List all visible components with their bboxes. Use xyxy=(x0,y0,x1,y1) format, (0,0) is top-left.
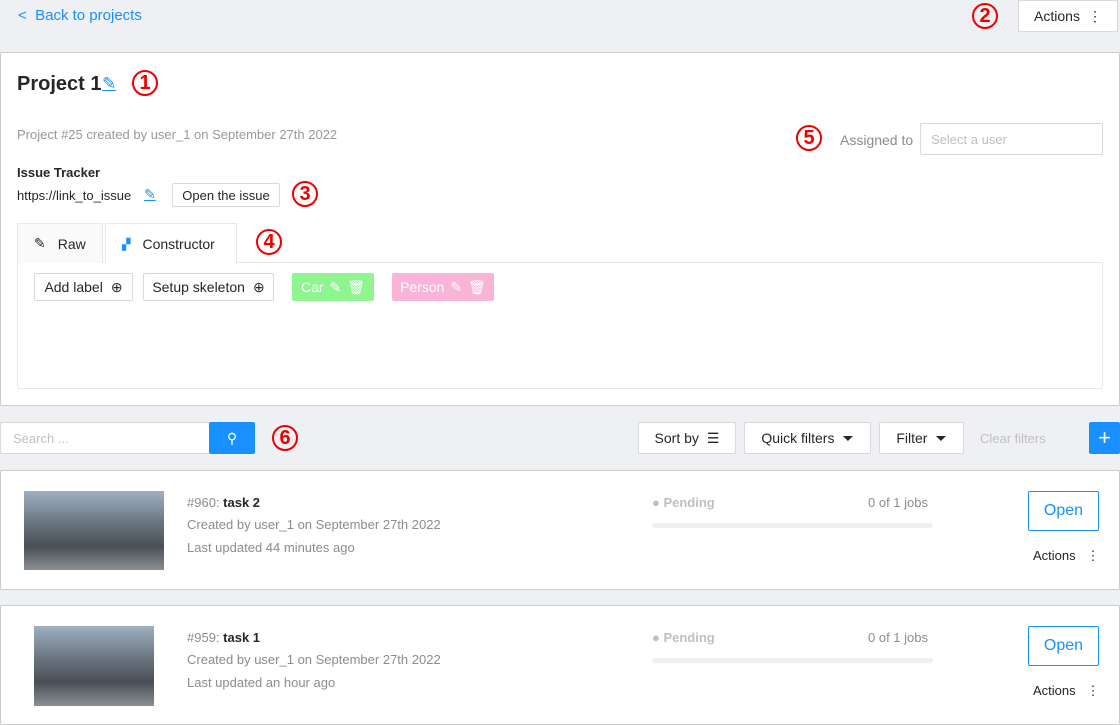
assigned-to-label: Assigned to xyxy=(840,132,914,148)
search-icon: ⚲ xyxy=(226,429,238,446)
task-title[interactable]: #960: task 2 xyxy=(187,495,261,510)
task-updated: Last updated 44 minutes ago xyxy=(187,540,355,555)
annotation-marker: 5 xyxy=(796,125,822,151)
edit-icon[interactable]: ✎ xyxy=(329,278,342,295)
trash-icon[interactable]: 🗑 xyxy=(468,278,486,295)
blocks-icon: ▞ xyxy=(122,238,131,251)
label-person[interactable]: Person ✎ 🗑 xyxy=(392,273,494,301)
annotation-marker: 1 xyxy=(132,70,158,96)
annotation-marker: 2 xyxy=(972,3,998,29)
sort-by-button[interactable]: Sort by ☰ xyxy=(638,422,736,454)
tab-raw[interactable]: ✎ Raw xyxy=(17,223,103,263)
tab-constructor[interactable]: ▞ Constructor xyxy=(105,223,237,264)
task-created: Created by user_1 on September 27th 2022 xyxy=(187,517,441,532)
annotation-marker: 4 xyxy=(256,229,282,255)
search-button[interactable]: ⚲ xyxy=(209,422,255,454)
open-task-button[interactable]: Open xyxy=(1028,491,1099,531)
task-thumbnail[interactable] xyxy=(24,491,164,570)
clear-filters-button[interactable]: Clear filters xyxy=(980,431,1046,446)
label-car[interactable]: Car ✎ 🗑 xyxy=(292,273,374,301)
task-created: Created by user_1 on September 27th 2022 xyxy=(187,652,441,667)
task-status: ● Pending xyxy=(652,630,715,645)
edit-issue-icon[interactable]: ✎ xyxy=(144,186,156,202)
task-actions-button[interactable]: Actions ⋮ xyxy=(1033,683,1100,698)
back-to-projects-link[interactable]: < Back to projects xyxy=(18,7,142,24)
task-jobs: 0 of 1 jobs xyxy=(868,630,928,645)
quick-filters-button[interactable]: Quick filters ⏷ xyxy=(744,422,871,454)
task-thumbnail[interactable] xyxy=(34,626,154,706)
project-meta: Project #25 created by user_1 on Septemb… xyxy=(17,127,338,142)
task-status: ● Pending xyxy=(652,495,715,510)
task-jobs: 0 of 1 jobs xyxy=(868,495,928,510)
label-constructor-panel xyxy=(17,262,1103,389)
trash-icon[interactable]: 🗑 xyxy=(347,278,366,295)
search-input[interactable]: Search ... xyxy=(0,422,210,454)
open-issue-button[interactable]: Open the issue xyxy=(172,183,280,207)
filter-button[interactable]: Filter ⏷ xyxy=(879,422,964,454)
edit-title-icon[interactable]: ✎ xyxy=(102,74,117,93)
filter-icon: ⏷ xyxy=(935,429,947,446)
annotation-marker: 3 xyxy=(292,181,318,207)
assignee-select[interactable]: Select a user xyxy=(920,123,1103,155)
filter-icon: ⏷ xyxy=(842,429,854,446)
pencil-icon: ✎ xyxy=(34,235,46,251)
annotation-marker: 6 xyxy=(272,425,298,451)
more-icon: ⋮ xyxy=(1087,7,1102,24)
chevron-left-icon: < xyxy=(18,7,27,24)
setup-skeleton-button[interactable]: Setup skeleton ⊕ xyxy=(143,273,274,301)
project-title: Project 1 xyxy=(17,73,102,95)
actions-button[interactable]: Actions ⋮ xyxy=(1018,0,1118,32)
task-card xyxy=(0,605,1120,725)
task-updated: Last updated an hour ago xyxy=(187,675,336,690)
task-actions-button[interactable]: Actions ⋮ xyxy=(1033,548,1100,563)
task-title[interactable]: #959: task 1 xyxy=(187,630,261,645)
issue-url[interactable]: https://link_to_issue xyxy=(17,188,132,203)
open-task-button[interactable]: Open xyxy=(1028,626,1099,666)
add-label-button[interactable]: Add label ⊕ xyxy=(34,273,133,301)
issue-tracker-label: Issue Tracker xyxy=(17,165,101,180)
task-card xyxy=(0,470,1120,590)
task-progress-bar xyxy=(652,523,933,528)
plus-circle-icon: ⊕ xyxy=(252,278,265,295)
list-icon: ☰ xyxy=(706,429,720,446)
create-task-button[interactable]: + xyxy=(1089,422,1120,454)
edit-icon[interactable]: ✎ xyxy=(450,278,463,295)
plus-icon: + xyxy=(1098,425,1111,450)
plus-circle-icon: ⊕ xyxy=(110,278,123,295)
task-progress-bar xyxy=(652,658,933,663)
